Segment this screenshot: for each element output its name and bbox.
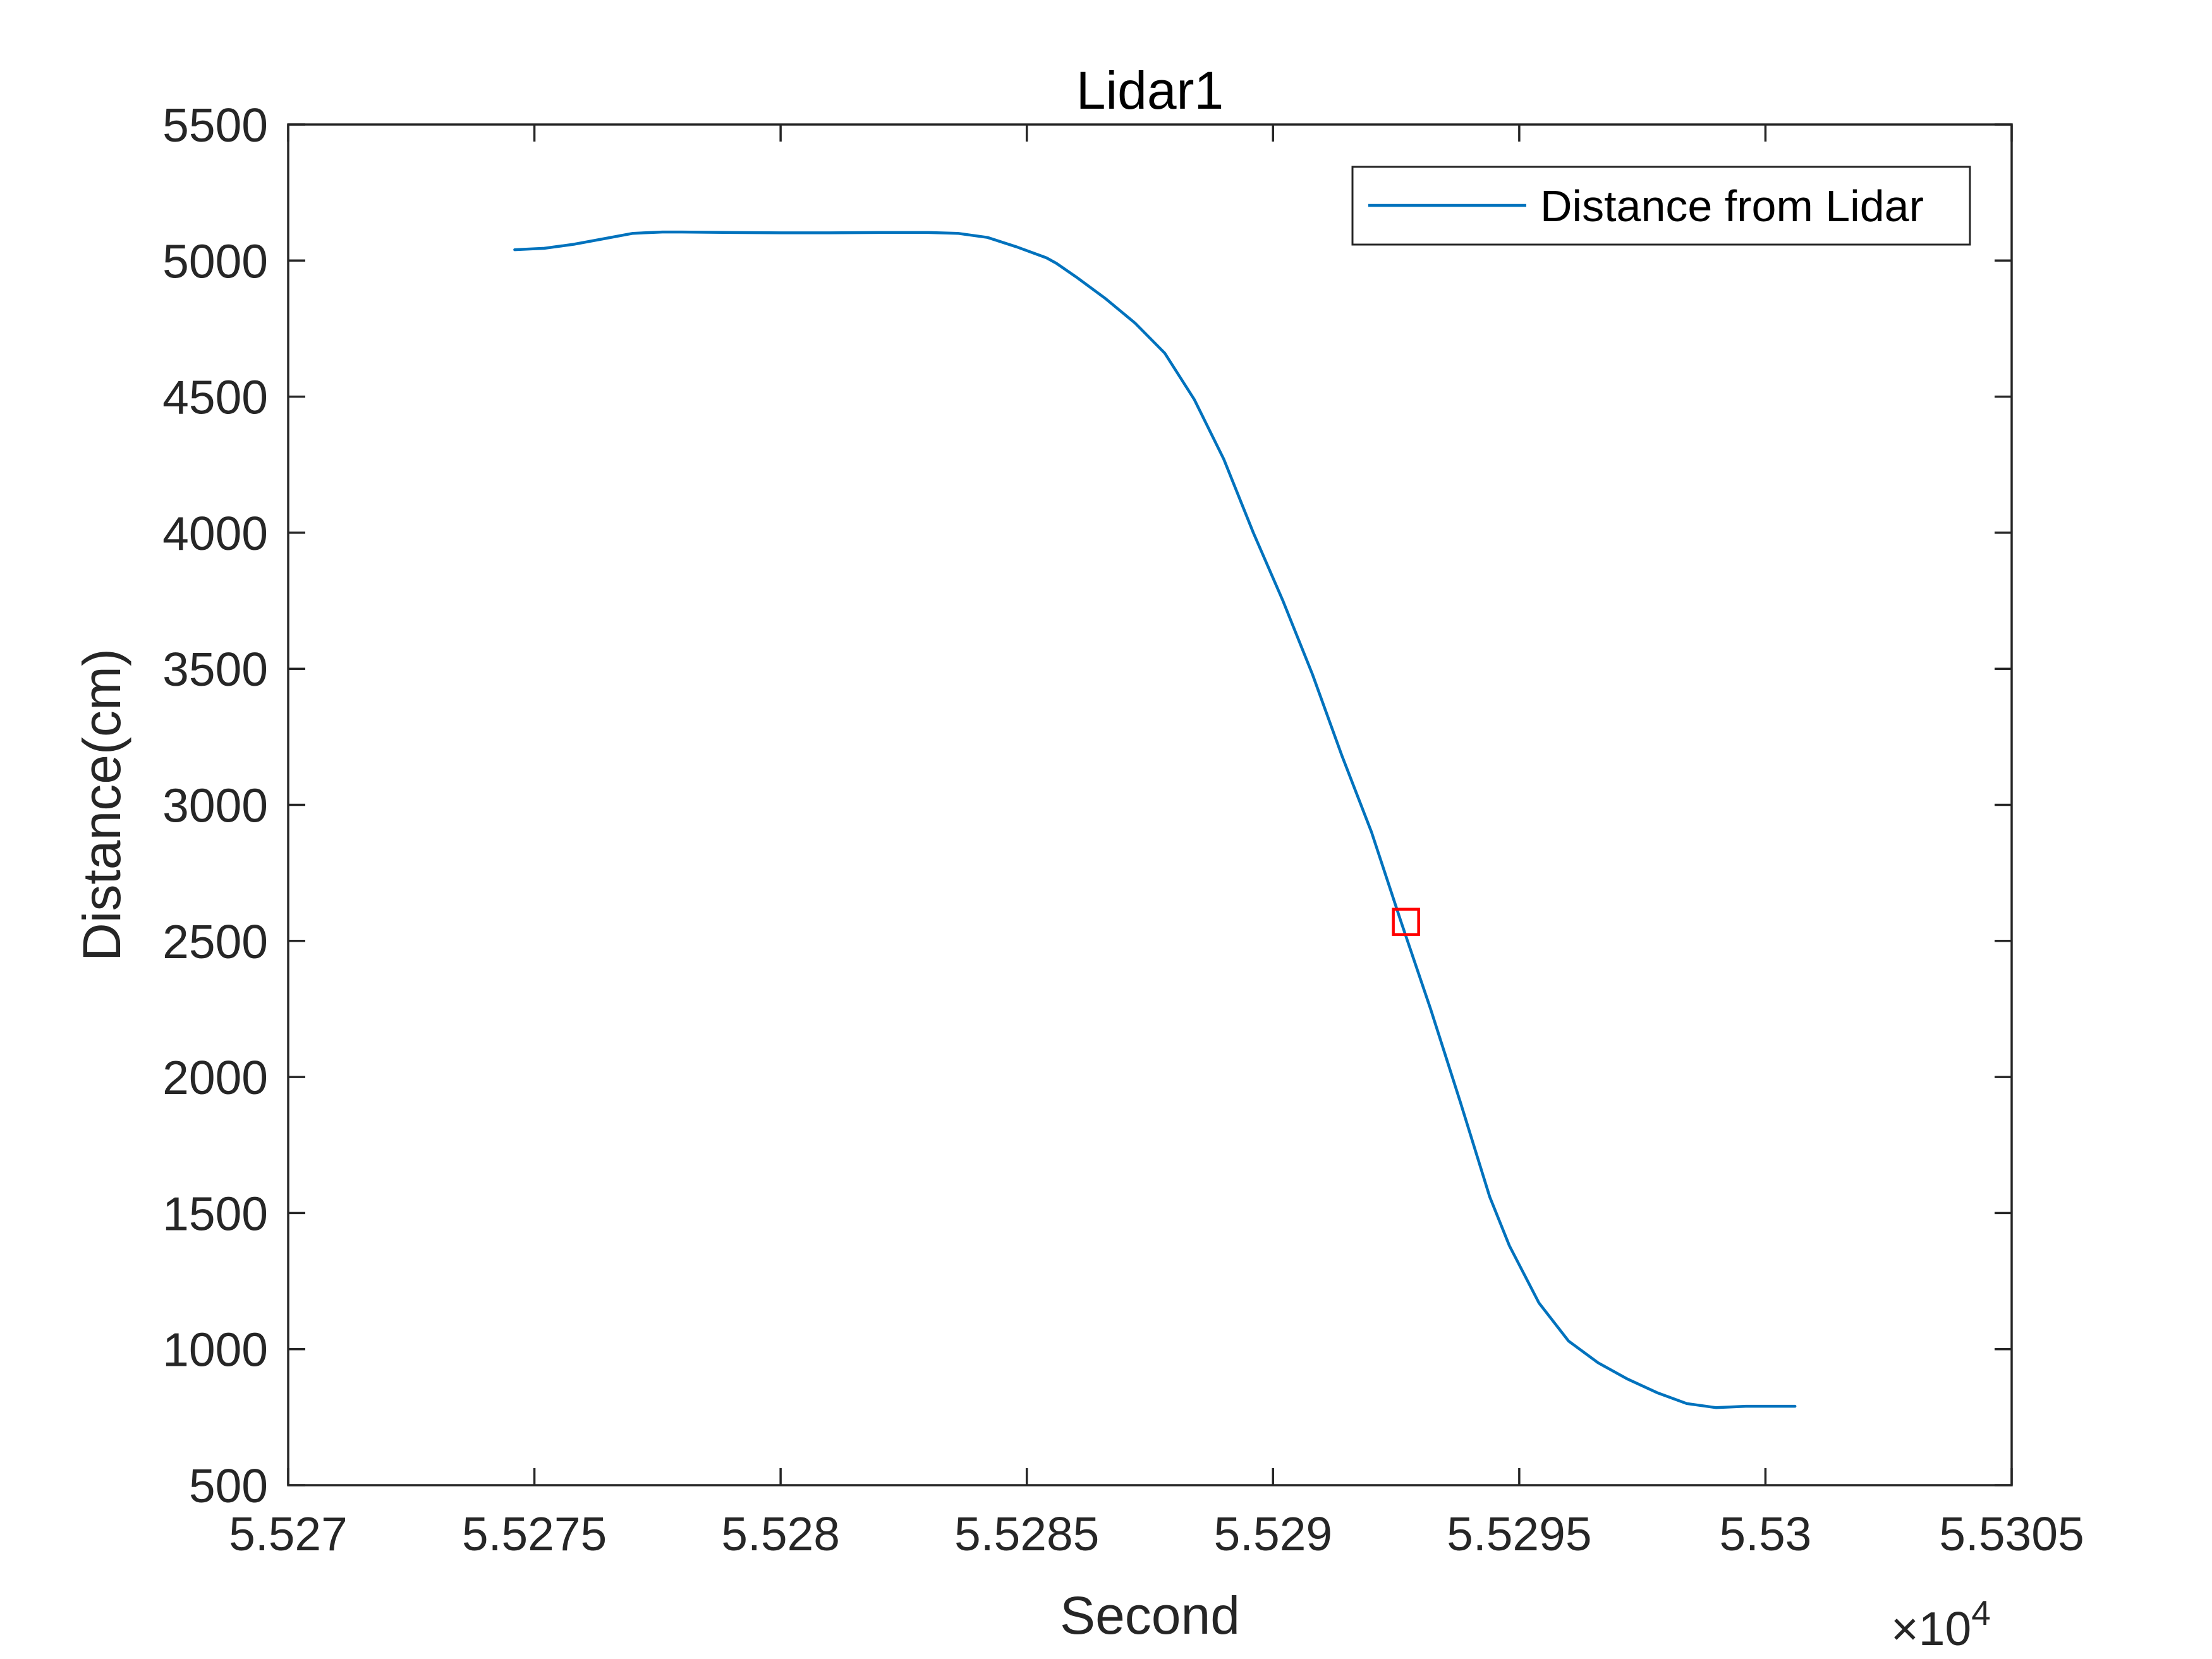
x-tick-label: 5.527 bbox=[229, 1507, 348, 1560]
plot-area bbox=[288, 125, 2012, 1485]
x-axis-title: Second bbox=[1060, 1586, 1240, 1645]
y-tick-label: 3500 bbox=[162, 643, 268, 696]
x-tick-label: 5.5285 bbox=[954, 1507, 1099, 1560]
legend-label-distance-from-lidar: Distance from Lidar bbox=[1540, 181, 1924, 231]
y-axis-title: Distance(cm) bbox=[72, 648, 131, 961]
x-tick-label: 5.5305 bbox=[1939, 1507, 2084, 1560]
x-tick-label: 5.529 bbox=[1213, 1507, 1332, 1560]
x-tick-label: 5.528 bbox=[721, 1507, 840, 1560]
series-line-distance-from-lidar bbox=[513, 230, 1797, 1409]
y-tick-label: 1000 bbox=[162, 1323, 268, 1376]
x-tick-label: 5.5295 bbox=[1447, 1507, 1591, 1560]
x-axis-exponent-label: ×104 bbox=[1891, 1593, 1991, 1655]
y-tick-label: 2500 bbox=[162, 915, 268, 968]
x-exponent-base: ×10 bbox=[1891, 1602, 1971, 1655]
x-tick-label: 5.5275 bbox=[462, 1507, 607, 1560]
y-tick-label: 5500 bbox=[162, 99, 268, 152]
x-axis-ticks: 5.527 5.5275 5.528 5.5285 5.529 5.5295 5.53 5.5… bbox=[229, 125, 2084, 1560]
y-tick-label: 4500 bbox=[162, 371, 268, 424]
y-tick-label: 3000 bbox=[162, 779, 268, 832]
y-axis-ticks: 500 1000 1500 2000 2500 3000 3500 4000 4500 5000 5… bbox=[162, 99, 2012, 1512]
x-exponent-power: 4 bbox=[1971, 1593, 1991, 1632]
highlight-marker-square bbox=[1392, 908, 1420, 936]
y-tick-label: 1500 bbox=[162, 1187, 268, 1240]
x-tick-label: 5.53 bbox=[1719, 1507, 1811, 1560]
chart-title: Lidar1 bbox=[1076, 61, 1224, 120]
y-tick-label: 2000 bbox=[162, 1051, 268, 1104]
plot-frame bbox=[287, 123, 2013, 1486]
legend: Distance from Lidar bbox=[1351, 166, 1971, 246]
y-tick-label: 4000 bbox=[162, 507, 268, 560]
y-tick-label: 5000 bbox=[162, 234, 268, 288]
y-tick-label: 500 bbox=[189, 1459, 268, 1512]
